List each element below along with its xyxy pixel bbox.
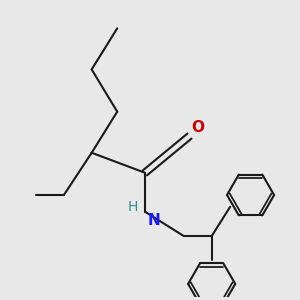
Text: H: H — [127, 200, 138, 214]
Text: N: N — [147, 213, 160, 228]
Text: O: O — [191, 120, 204, 135]
